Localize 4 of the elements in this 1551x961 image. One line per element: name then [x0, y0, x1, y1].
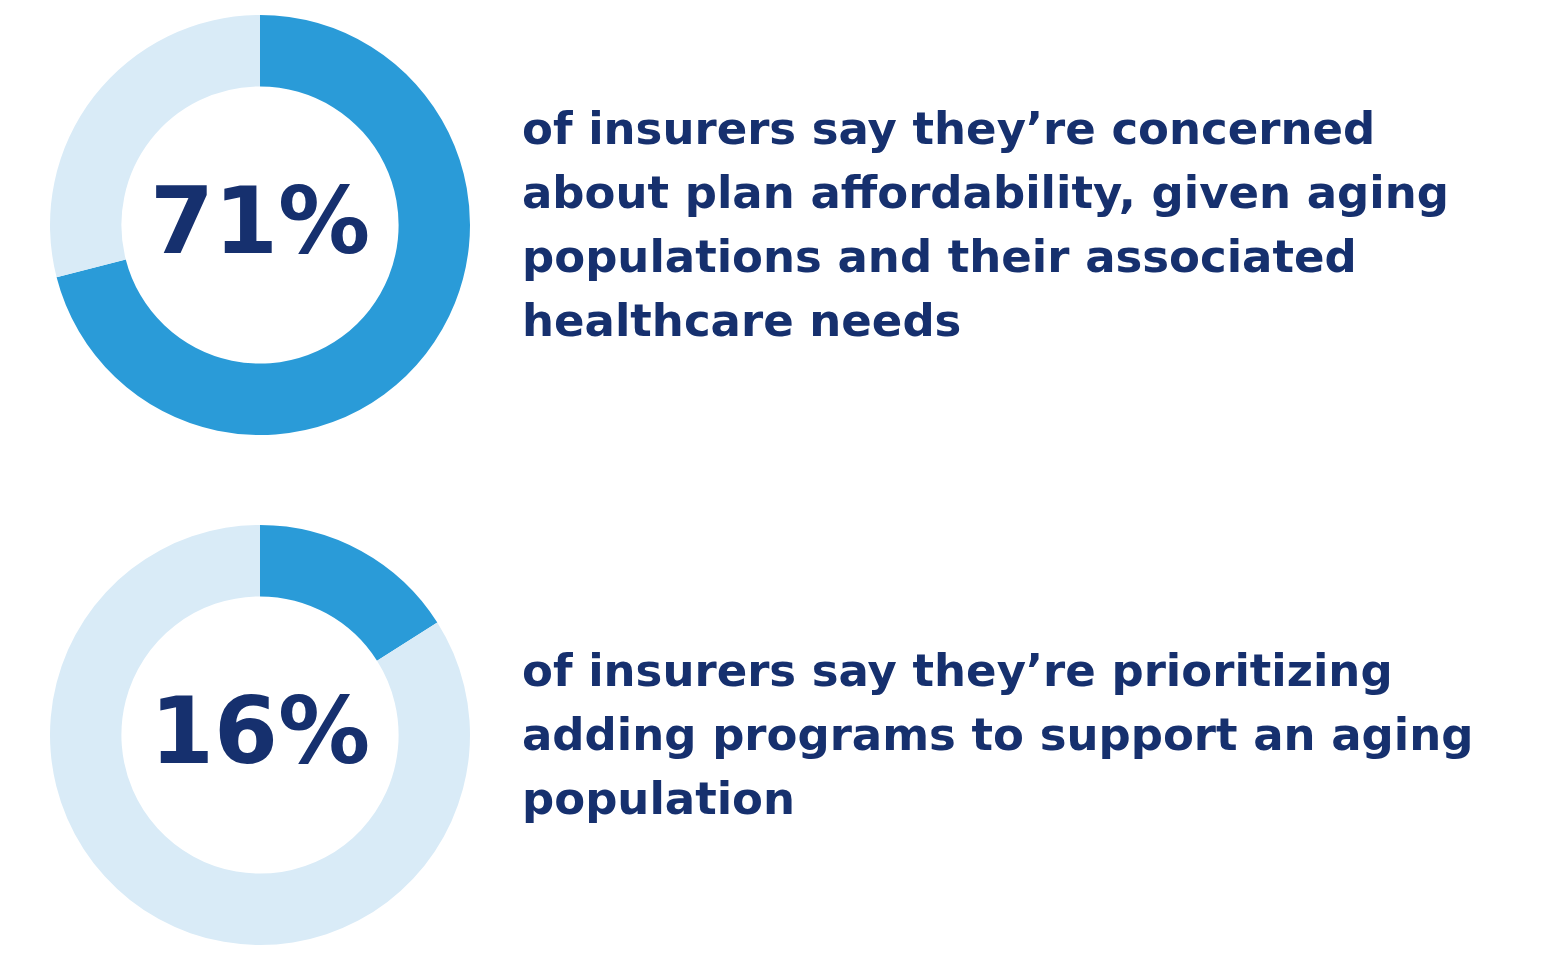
text: of insurers say they’re concerned about plan affordability, given aging populations and their associated healthcare needs: [522, 101, 1450, 349]
data-label: 16%: [149, 677, 371, 785]
text: of insurers say they’re prioritizing adding programs to support an aging population: [522, 643, 1475, 827]
data-label: 71%: [149, 167, 371, 275]
